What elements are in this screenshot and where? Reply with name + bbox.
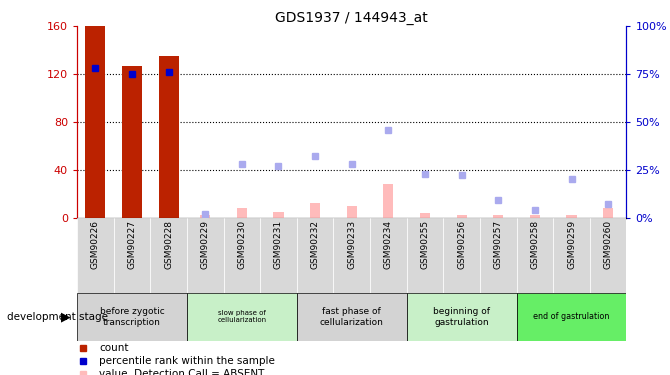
Bar: [566, 215, 577, 217]
Bar: [224, 217, 260, 292]
Text: slow phase of
cellularization: slow phase of cellularization: [217, 310, 267, 323]
Bar: [346, 206, 357, 218]
Text: GSM90232: GSM90232: [311, 220, 320, 269]
Title: GDS1937 / 144943_at: GDS1937 / 144943_at: [275, 11, 428, 25]
Bar: [224, 26, 260, 218]
Text: GSM90256: GSM90256: [457, 220, 466, 269]
Text: GSM90229: GSM90229: [201, 220, 210, 269]
Bar: [114, 26, 150, 218]
Bar: [420, 213, 430, 217]
Bar: [370, 26, 407, 218]
Bar: [590, 217, 626, 292]
Text: end of gastrulation: end of gastrulation: [533, 312, 610, 321]
Bar: [407, 217, 444, 292]
Bar: [77, 26, 114, 218]
Bar: [553, 217, 590, 292]
Text: GSM90255: GSM90255: [421, 220, 429, 269]
Text: fast phase of
cellularization: fast phase of cellularization: [320, 307, 384, 327]
Text: GSM90227: GSM90227: [127, 220, 137, 269]
Text: value, Detection Call = ABSENT: value, Detection Call = ABSENT: [99, 369, 265, 375]
Bar: [297, 217, 334, 292]
Text: GSM90259: GSM90259: [567, 220, 576, 269]
Text: GSM90226: GSM90226: [91, 220, 100, 269]
Bar: [260, 217, 297, 292]
Text: percentile rank within the sample: percentile rank within the sample: [99, 356, 275, 366]
Bar: [237, 208, 247, 218]
Bar: [334, 26, 370, 218]
Bar: [159, 56, 179, 217]
Text: before zygotic
transcription: before zygotic transcription: [100, 307, 164, 327]
Bar: [517, 292, 626, 341]
Bar: [187, 26, 224, 218]
Bar: [297, 26, 334, 218]
Bar: [200, 215, 210, 217]
Text: count: count: [99, 343, 129, 353]
Text: GSM90257: GSM90257: [494, 220, 502, 269]
Bar: [77, 217, 114, 292]
Bar: [383, 184, 393, 218]
Bar: [444, 217, 480, 292]
Text: GSM90228: GSM90228: [164, 220, 173, 269]
Text: GSM90260: GSM90260: [604, 220, 612, 269]
Bar: [297, 292, 407, 341]
Bar: [553, 26, 590, 218]
Bar: [334, 217, 370, 292]
Bar: [530, 215, 540, 217]
Bar: [150, 26, 187, 218]
Bar: [590, 26, 626, 218]
Bar: [187, 217, 224, 292]
Bar: [273, 211, 283, 217]
Text: GSM90258: GSM90258: [531, 220, 539, 269]
Bar: [187, 292, 297, 341]
Bar: [370, 217, 407, 292]
Text: development stage: development stage: [7, 312, 108, 322]
Bar: [150, 217, 187, 292]
Bar: [310, 203, 320, 217]
Bar: [122, 66, 142, 218]
Text: GSM90234: GSM90234: [384, 220, 393, 269]
Bar: [480, 26, 517, 218]
Bar: [77, 292, 187, 341]
Bar: [480, 217, 517, 292]
Text: GSM90230: GSM90230: [237, 220, 247, 269]
Bar: [603, 208, 613, 218]
Bar: [517, 26, 553, 218]
Bar: [456, 215, 467, 217]
Bar: [85, 26, 105, 218]
Text: ▶: ▶: [61, 310, 70, 323]
Text: GSM90231: GSM90231: [274, 220, 283, 269]
Bar: [407, 26, 444, 218]
Bar: [517, 217, 553, 292]
Bar: [444, 26, 480, 218]
Bar: [493, 215, 503, 217]
Bar: [260, 26, 297, 218]
Bar: [114, 217, 150, 292]
Text: beginning of
gastrulation: beginning of gastrulation: [433, 307, 490, 327]
Text: GSM90233: GSM90233: [347, 220, 356, 269]
Bar: [407, 292, 517, 341]
